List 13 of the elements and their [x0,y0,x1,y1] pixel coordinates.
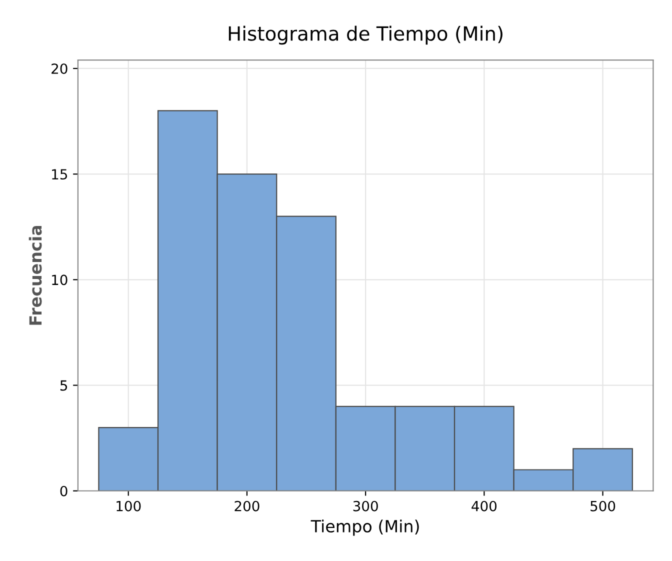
y-tick-label: 0 [60,486,68,496]
x-tick-label: 100 [116,500,141,512]
y-axis-title: Frecuencia [28,226,42,325]
chart-title: Histograma de Tiempo (Min) [228,26,502,45]
y-tick-label: 20 [52,63,68,74]
x-tick-label: 500 [590,500,616,512]
x-tick-label: 200 [234,500,260,512]
y-tick-label: 15 [52,169,68,180]
y-tick-label: 10 [52,274,68,286]
x-tick-label: 400 [472,500,497,512]
x-axis-title: Tiempo (Min) [310,520,419,536]
x-tick-label: 300 [353,500,378,512]
y-tick-label: 5 [60,380,68,391]
